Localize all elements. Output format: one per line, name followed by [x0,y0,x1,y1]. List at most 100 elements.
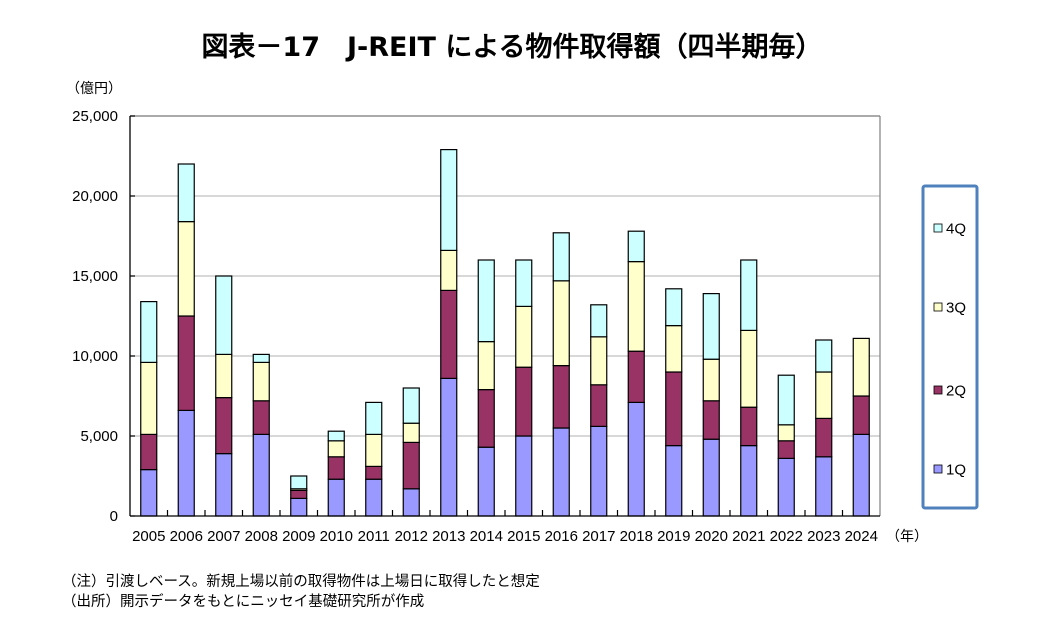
bar-2008-4Q [252,353,270,363]
legend-item-4Q: 4Q [933,221,966,238]
bar-2006-3Q [177,221,195,317]
bar-2020-4Q [702,293,720,360]
legend-item-3Q: 3Q [933,300,966,317]
x-tick-label: 2005 [132,528,165,545]
bar-2012-3Q [402,422,420,444]
bar-2024-1Q [852,433,870,517]
bars [140,149,870,517]
bar-2012-2Q [402,441,420,490]
x-tick-label: 2017 [582,528,615,545]
bar-2017-1Q [590,425,608,517]
bar-2013-3Q [440,249,458,291]
bar-2021-2Q [740,406,758,447]
bar-2007-4Q [215,275,233,356]
bar-2023-1Q [815,456,833,517]
x-tick-label: 2015 [507,528,540,545]
legend-label: 3Q [946,300,966,317]
gridlines [130,115,880,437]
bar-2019-3Q [665,325,683,373]
bar-2022-3Q [777,424,795,442]
y-tick-label: 20,000 [72,188,118,205]
x-tick-label: 2013 [432,528,465,545]
bar-2010-1Q [327,478,345,517]
bar-2023-4Q [815,339,833,373]
bar-2014-4Q [477,259,495,343]
x-tick-label: 2009 [282,528,315,545]
bar-2015-4Q [515,259,533,308]
bar-2024-2Q [852,395,870,436]
x-tick-label: 2007 [207,528,240,545]
bar-2010-2Q [327,456,345,480]
bar-2013-2Q [440,289,458,379]
bar-2017-3Q [590,336,608,386]
x-tick-label: 2021 [732,528,765,545]
x-tick-label: 2011 [358,528,390,545]
bar-2013-4Q [440,149,458,252]
bar-2018-2Q [627,350,645,404]
bar-2016-3Q [552,280,570,367]
x-tick-label: 2024 [845,528,878,545]
bar-2018-4Q [627,230,645,263]
bar-2024-3Q [852,337,870,397]
note-line: （注）引渡しベース。新規上場以前の取得物件は上場日に取得したと想定 [62,573,540,590]
legend-swatch [933,223,943,233]
bar-2019-1Q [665,445,683,517]
bar-2017-4Q [590,304,608,338]
bar-2009-1Q [290,497,308,517]
bar-2009-2Q [290,489,308,499]
bar-2008-3Q [252,361,270,402]
y-tick-label: 10,000 [72,348,118,365]
bar-2006-4Q [177,163,195,223]
bar-2011-1Q [365,478,383,517]
bar-2005-4Q [140,301,158,364]
x-tick-labels: 2005 2006 2007 2008 2009 2010 2011 2012 2013 2014… [132,528,878,545]
bar-2008-1Q [252,433,270,517]
bar-2021-4Q [740,259,758,332]
axes [129,115,881,517]
bar-2014-3Q [477,341,495,391]
source-line: （出所）開示データをもとにニッセイ基礎研究所が作成 [62,592,424,610]
bar-2016-4Q [552,232,570,282]
x-tick-label: 2016 [545,528,578,545]
bar-2005-3Q [140,361,158,435]
bar-2016-2Q [552,365,570,429]
bar-2015-2Q [515,366,533,437]
bar-2014-2Q [477,389,495,448]
bar-2022-4Q [777,374,795,426]
bar-2008-2Q [252,400,270,435]
bar-2015-1Q [515,435,533,517]
bar-2005-2Q [140,433,158,471]
legend-item-1Q: 1Q [933,462,966,479]
bar-2020-2Q [702,400,720,440]
y-tick-label: 25,000 [72,108,118,125]
bar-2011-4Q [365,401,383,435]
x-tick-label: 2022 [770,528,803,545]
legend-swatch [933,464,943,474]
bar-2010-4Q [327,430,345,442]
legend-label: 4Q [946,221,966,238]
bar-2012-1Q [402,488,420,517]
bar-2022-1Q [777,457,795,517]
bar-2021-3Q [740,329,758,408]
bar-2010-3Q [327,440,345,458]
bar-2012-4Q [402,387,420,424]
bar-2007-2Q [215,397,233,455]
legend: 1Q 2Q 3Q 4Q [921,184,979,510]
bar-2015-3Q [515,305,533,368]
x-tick-label: 2023 [807,528,840,545]
x-axis-unit-label: （年） [886,529,928,545]
y-tick-label: 0 [110,508,118,525]
bar-2011-3Q [365,433,383,467]
y-tick-labels: 0 5,000 10,000 15,000 20,000 25,000 [72,108,118,525]
bar-2006-2Q [177,315,195,412]
y-tick-label: 15,000 [72,268,118,285]
x-tick-label: 2014 [470,528,503,545]
bar-2019-4Q [665,288,683,327]
legend-label: 1Q [946,462,966,479]
bar-2021-1Q [740,445,758,517]
x-tick-label: 2008 [245,528,278,545]
legend-box [921,184,979,510]
bar-2009-4Q [290,475,308,490]
chart-title: 図表－17 J-REIT による物件取得額（四半期毎） [201,32,822,63]
